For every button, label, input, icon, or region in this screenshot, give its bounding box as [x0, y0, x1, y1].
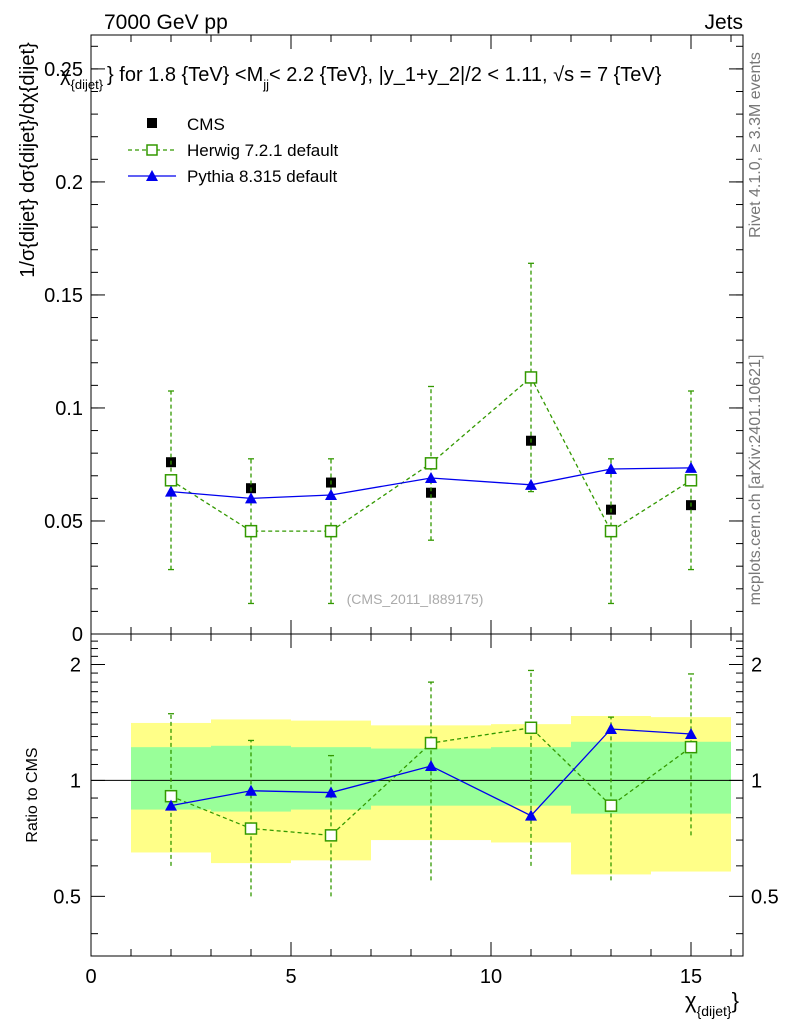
ratio-band-inner [291, 747, 371, 810]
pythia-point [165, 485, 177, 497]
ratio-herwig-point [684, 740, 698, 754]
pythia-point [245, 492, 257, 504]
herwig-point [164, 474, 178, 487]
ratio-herwig-point [424, 736, 438, 750]
analysis-watermark: (CMS_2011_I889175) [347, 591, 484, 607]
pythia-point [685, 461, 697, 473]
main-ylabel: 1/σ{dijet} dσ{dijet}/dχ{dijet} [17, 42, 39, 278]
ratio-herwig-point [324, 829, 338, 842]
main-panel: 0 0.05 0.1 0.15 0.2 0.25 χ{dijet}} for 1.8 {T… [17, 34, 744, 646]
ratio-frame [90, 633, 744, 957]
herwig-point [244, 524, 258, 538]
title-chi: χ [60, 64, 71, 86]
ratio-ytick-label-right: 2 [751, 654, 762, 676]
legend-cms-label: CMS [187, 115, 225, 134]
ratio-ytick-label-right: 0.5 [751, 886, 779, 908]
title-mid: } for 1.8 {TeV} <M [107, 64, 263, 86]
legend-pythia-label: Pythia 8.315 default [187, 167, 338, 186]
title-suffix: < 2.2 {TeV}, |y_1+y_2|/2 < 1.11, √s = 7 … [269, 64, 662, 86]
xtick-label: 15 [680, 966, 702, 988]
title-chi-sub: {dijet} [71, 77, 104, 92]
ratio-pythia-point [325, 786, 337, 798]
herwig-point [524, 371, 538, 384]
xtick-label: 0 [85, 966, 96, 988]
main-title: χ{dijet}} for 1.8 {TeV} <Mjj< 2.2 {TeV},… [60, 64, 662, 92]
main-ytick-label: 0.2 [55, 172, 83, 194]
xaxis-label-chi: χ [685, 988, 697, 1013]
main-ytick-label: 0 [72, 624, 83, 646]
main-ytick-label: 0.15 [44, 285, 83, 307]
legend-cms-marker [147, 118, 157, 128]
ratio-ylabel: Ratio to CMS [24, 747, 41, 842]
pythia-point [425, 472, 437, 484]
ratio-pythia-point [245, 784, 257, 796]
header-left-label: 7000 GeV pp [104, 11, 228, 34]
ratio-herwig-point [604, 799, 618, 812]
xtick-label: 5 [285, 966, 296, 988]
pythia-point [525, 478, 537, 490]
header-right-label: Jets [704, 11, 743, 34]
ratio-pythia-point [685, 727, 697, 739]
ratio-ytick-label: 2 [70, 654, 81, 676]
legend-herwig-marker [146, 144, 158, 156]
xaxis-label: χ{dijet}} [685, 988, 739, 1019]
ratio-panel: 0.5 0.5 1 1 2 2 0 5 10 15 Ratio to CMS χ{dijet}} [24, 633, 779, 1019]
ratio-ytick-label: 1 [70, 770, 81, 792]
ratio-herwig-point [524, 721, 538, 735]
ratio-ytick-label-right: 1 [751, 770, 762, 792]
ratio-ytick-label: 0.5 [53, 886, 81, 908]
ratio-band-inner [211, 745, 291, 812]
main-ytick-label: 0.1 [55, 398, 83, 420]
title-mjj-sub: jj [262, 77, 269, 92]
legend: CMS Herwig 7.2.1 default Pythia 8.315 de… [128, 115, 338, 186]
cms-point [426, 487, 436, 498]
xtick-label: 10 [480, 966, 502, 988]
ratio-pythia-point [605, 722, 617, 734]
herwig-point [324, 524, 338, 538]
ratio-pythia-point [425, 760, 437, 772]
source-url-label: mcplots.cern.ch [arXiv:2401.10621] [747, 355, 764, 606]
pythia-point [325, 488, 337, 500]
main-ytick-label: 0.05 [44, 511, 83, 533]
ratio-band-inner [491, 747, 571, 806]
rivet-version-label: Rivet 4.1.0, ≥ 3.3M events [747, 52, 764, 238]
pythia-point [605, 462, 617, 474]
legend-pythia-marker [146, 170, 158, 181]
xaxis-label-sub: {dijet} [697, 1003, 732, 1019]
ratio-herwig-point [244, 822, 258, 835]
legend-herwig-label: Herwig 7.2.1 default [187, 141, 338, 160]
herwig-point [604, 524, 618, 538]
main-ytick-label: 0.25 [44, 59, 83, 81]
ratio-pythia-point [165, 799, 177, 811]
herwig-point [424, 457, 438, 470]
herwig-point [684, 474, 698, 487]
ratio-pythia-point [525, 809, 537, 821]
xaxis-label-close: } [732, 988, 739, 1013]
